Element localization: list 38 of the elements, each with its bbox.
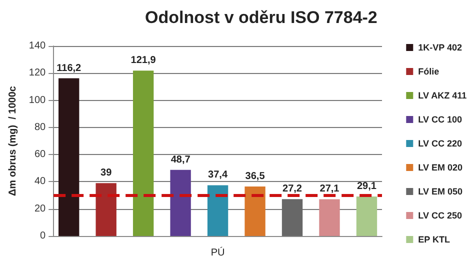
y-tick-label: 80 [34,122,46,133]
y-tick-label: 120 [28,68,46,79]
legend-label: LV EM 020 [418,162,463,172]
y-tick-label: 20 [34,203,46,214]
bar [58,78,80,236]
y-tick-label: 140 [28,40,46,52]
chart-title: Odolnost v oděru ISO 7784-2 [145,8,378,27]
bar [132,70,154,236]
data-label: 39 [100,168,112,179]
y-tick-label: 60 [34,149,46,160]
y-tick-label: 0 [40,230,46,242]
bar [319,199,340,236]
legend-label: EP KTL [418,234,450,244]
data-label: 27,2 [282,184,302,195]
legend-label: LV CC 250 [418,210,462,220]
legend-label: 1K-VP 402 [418,42,462,52]
y-tick-label: 40 [34,176,46,188]
bar [282,199,303,236]
legend-label: LV AKZ 411 [418,90,467,100]
bar [170,170,191,236]
y-tick-label: 100 [28,94,46,106]
data-label: 36,5 [245,170,266,182]
x-tick-label: PÚ [210,246,225,258]
bar [96,183,116,236]
data-label: 29,1 [356,181,377,192]
legend-label: Fólie [418,66,440,76]
bar [356,196,378,236]
bar [244,186,266,236]
data-label: 121,9 [130,55,156,66]
legend-label: LV EM 050 [418,186,463,196]
data-label: 27,1 [320,184,340,195]
bar [207,185,228,236]
y-axis-title: Δm obrus (mg) / 1000c [8,86,18,196]
legend-label: LV CC 220 [418,138,462,148]
legend-label: LV CC 100 [418,114,462,124]
data-label: 37,4 [208,170,228,181]
data-label: 116,2 [56,62,82,74]
data-label: 48,7 [170,154,191,166]
